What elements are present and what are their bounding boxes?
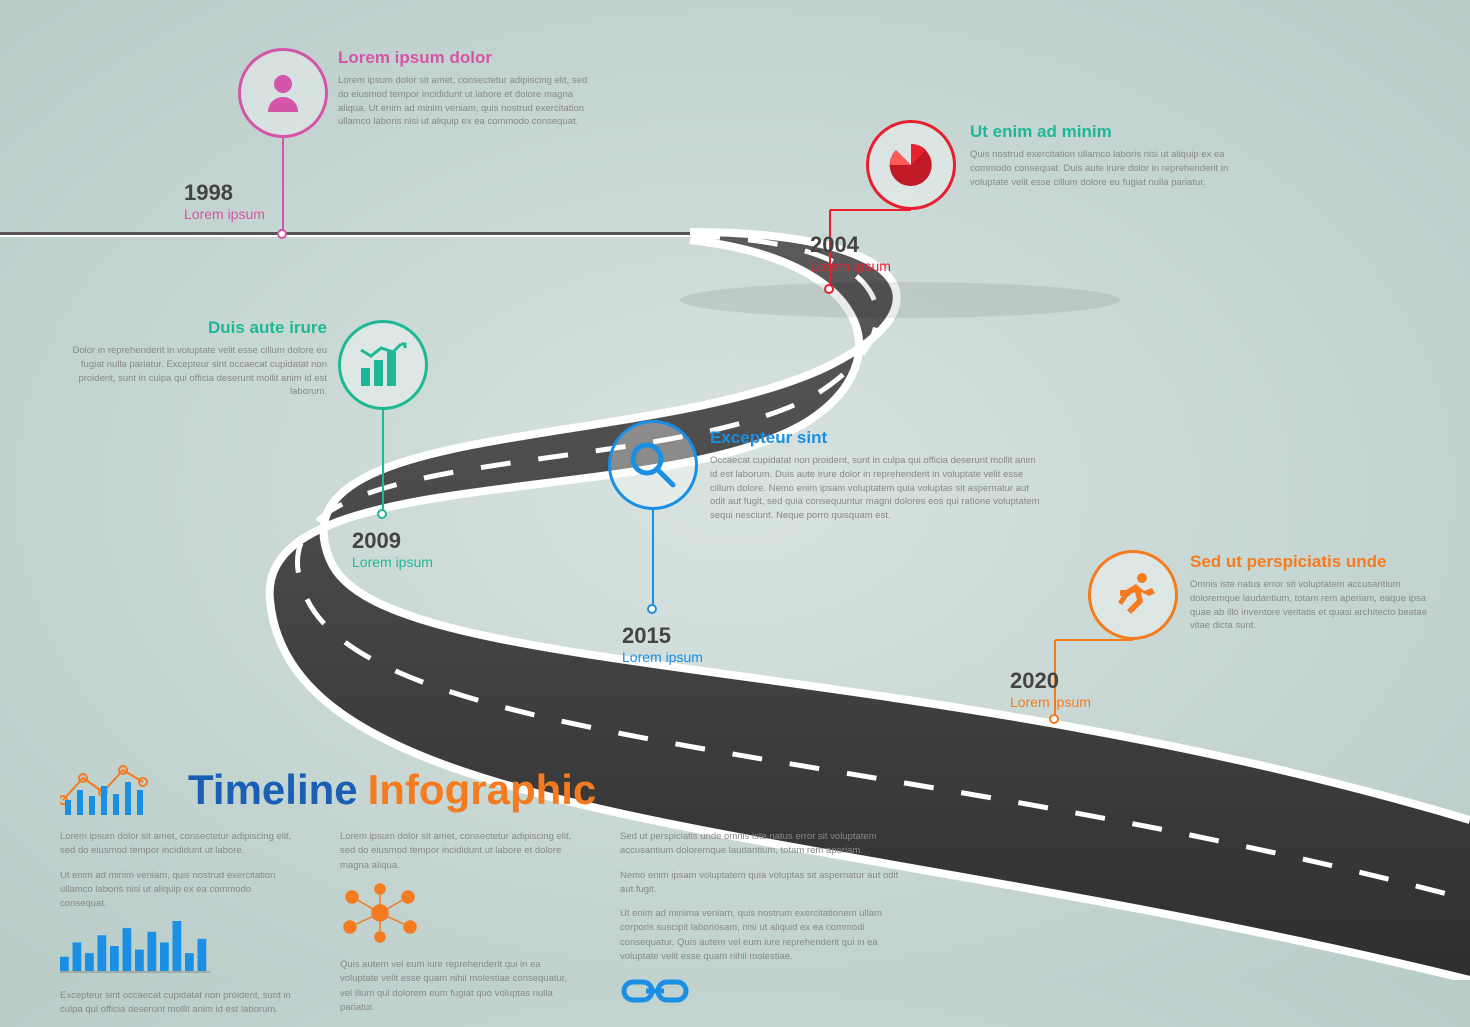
footer-network-icon (340, 883, 580, 948)
milestone-text-2015: Excepteur sint Occaecat cupidatat non pr… (710, 428, 1040, 523)
milestone-body: Lorem ipsum dolor sit amet, consectetur … (338, 74, 598, 129)
pin-dot-2004 (824, 284, 834, 294)
milestone-text-2009: Duis aute irure Dolor in reprehenderit i… (72, 318, 327, 399)
title-chart-icon (60, 760, 170, 820)
pin-dot-2009 (377, 509, 387, 519)
title-block: TimelineInfographic (60, 760, 596, 820)
footer-text: Lorem ipsum dolor sit amet, consectetur … (60, 830, 300, 859)
footer-text: Ut enim ad minima veniam, quis nostrum e… (620, 907, 900, 964)
year-block-1998: 1998 Lorem ipsum (184, 180, 265, 222)
year-block-2015: 2015 Lorem ipsum (622, 623, 703, 665)
pin-connector-2004 (830, 209, 911, 211)
milestone-text-1998: Lorem ipsum dolor Lorem ipsum dolor sit … (338, 48, 598, 129)
year-sublabel: Lorem ipsum (622, 649, 703, 665)
milestone-icon-1998 (238, 48, 328, 138)
milestone-icon-2020 (1088, 550, 1178, 640)
milestone-title: Sed ut perspiciatis unde (1190, 552, 1440, 572)
milestone-title: Excepteur sint (710, 428, 1040, 448)
pin-stem-2009 (382, 410, 384, 515)
footer-text: Lorem ipsum dolor sit amet, consectetur … (340, 830, 580, 873)
footer-col-3: Sed ut perspiciatis unde omnis iste natu… (620, 830, 900, 1027)
milestone-text-2004: Ut enim ad minim Quis nostrud exercitati… (970, 122, 1230, 189)
milestone-body: Quis nostrud exercitation ullamco labori… (970, 148, 1230, 189)
pin-dot-1998 (277, 229, 287, 239)
footer-text: Sed ut perspiciatis unde omnis iste natu… (620, 830, 900, 859)
year-sublabel: Lorem ipsum (810, 258, 891, 274)
milestone-icon-2009 (338, 320, 428, 410)
milestone-icon-2004 (866, 120, 956, 210)
pin-dot-2020 (1049, 714, 1059, 724)
year-block-2004: 2004 Lorem ipsum (810, 232, 891, 274)
milestone-body: Dolor in reprehenderit in voluptate veli… (72, 344, 327, 399)
year-label: 2009 (352, 528, 433, 554)
milestone-title: Lorem ipsum dolor (338, 48, 598, 68)
milestone-title: Ut enim ad minim (970, 122, 1230, 142)
year-label: 2015 (622, 623, 703, 649)
footer-columns: Lorem ipsum dolor sit amet, consectetur … (60, 830, 910, 1027)
year-label: 1998 (184, 180, 265, 206)
milestone-icon-2015 (608, 420, 698, 510)
milestone-text-2020: Sed ut perspiciatis unde Omnis iste natu… (1190, 552, 1440, 633)
title-word-1: Timeline (188, 766, 358, 813)
pin-stem-1998 (282, 138, 284, 235)
year-label: 2004 (810, 232, 891, 258)
footer-text: Nemo enim ipsam voluptatem quia voluptas… (620, 869, 900, 898)
footer-text: Quis autem vel eum iure reprehenderit qu… (340, 958, 580, 1015)
title-word-2: Infographic (368, 766, 597, 813)
year-sublabel: Lorem ipsum (352, 554, 433, 570)
footer-col-2: Lorem ipsum dolor sit amet, consectetur … (340, 830, 580, 1027)
year-sublabel: Lorem ipsum (1010, 694, 1091, 710)
footer-text: Ut enim ad minim veniam, quis nostrud ex… (60, 869, 300, 912)
pin-connector-2020 (1055, 639, 1133, 641)
milestone-title: Duis aute irure (72, 318, 327, 338)
year-sublabel: Lorem ipsum (184, 206, 265, 222)
footer-bar-chart (60, 921, 300, 978)
footer-text: Excepteur sint occaecat cupidatat non pr… (60, 989, 300, 1018)
year-block-2020: 2020 Lorem ipsum (1010, 668, 1091, 710)
milestone-body: Occaecat cupidatat non proident, sunt in… (710, 454, 1040, 523)
pin-dot-2015 (647, 604, 657, 614)
pin-stem-2015 (652, 510, 654, 610)
year-label: 2020 (1010, 668, 1091, 694)
milestone-body: Omnis iste natus error sit voluptatem ac… (1190, 578, 1440, 633)
footer-col-1: Lorem ipsum dolor sit amet, consectetur … (60, 830, 300, 1027)
year-block-2009: 2009 Lorem ipsum (352, 528, 433, 570)
